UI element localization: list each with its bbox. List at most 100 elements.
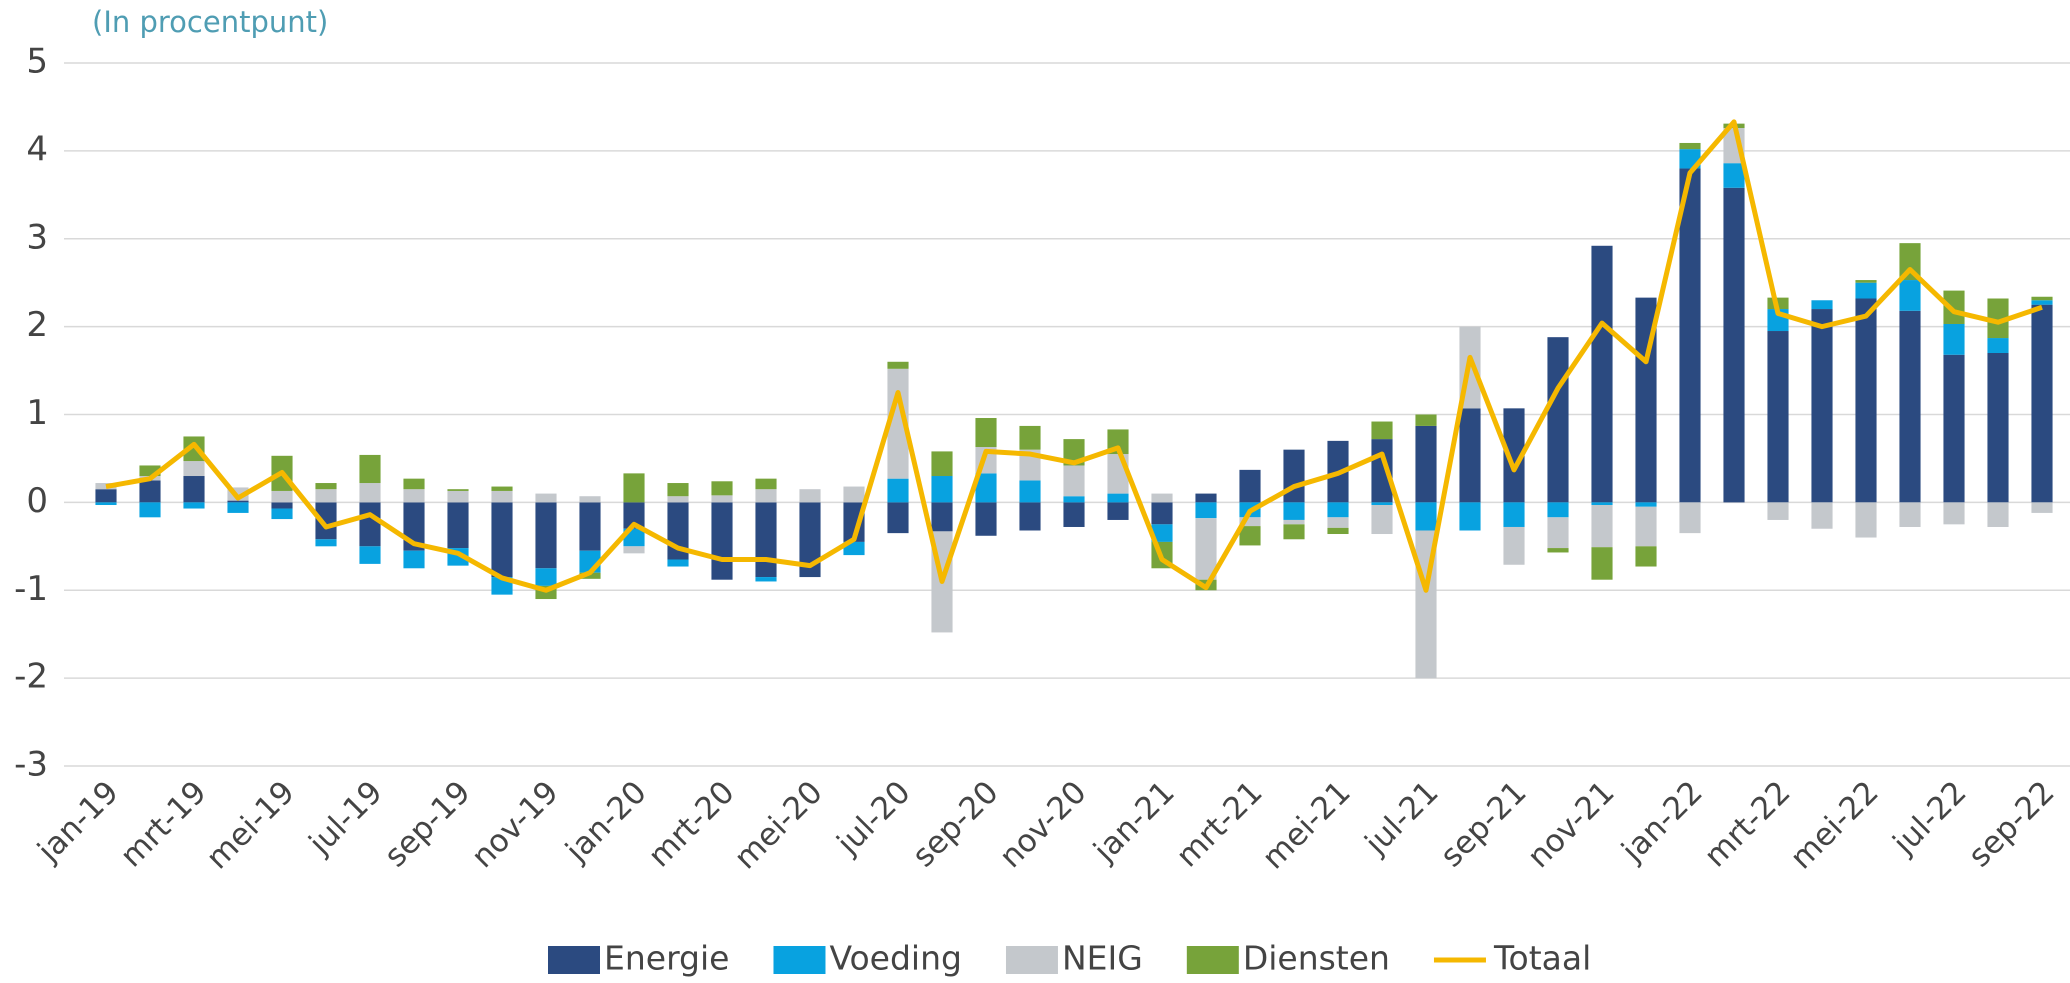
bar <box>1239 517 1261 527</box>
legend-label: Totaal <box>1493 939 1591 978</box>
bar <box>1723 163 1745 188</box>
bar <box>579 502 601 551</box>
bar <box>887 502 909 534</box>
x-tick-label: jan-19 <box>30 774 125 869</box>
bar <box>1239 469 1261 503</box>
bar <box>1107 493 1129 503</box>
bar <box>1899 280 1921 311</box>
x-tick-label: nov-20 <box>993 774 1094 875</box>
bar <box>95 502 117 506</box>
bar <box>491 502 513 578</box>
bar <box>579 572 601 579</box>
bar <box>2031 502 2053 513</box>
bar <box>1987 502 2009 527</box>
x-tick-label: mei-21 <box>1255 774 1357 876</box>
bar <box>1239 526 1261 546</box>
bar <box>1063 465 1085 497</box>
bar <box>447 489 469 491</box>
bar <box>1063 502 1085 527</box>
bar <box>1855 502 1877 538</box>
bar <box>1855 282 1877 299</box>
bar <box>1107 502 1129 520</box>
bar <box>1635 546 1657 567</box>
y-tick-label: -3 <box>14 745 48 785</box>
bar <box>1987 352 2009 503</box>
legend-label: Voeding <box>829 939 961 978</box>
bar <box>711 502 733 580</box>
bar <box>887 478 909 503</box>
x-tick-label: mei-20 <box>727 774 829 876</box>
bar <box>667 483 689 497</box>
bar <box>271 490 293 503</box>
bar <box>1151 502 1173 525</box>
bar <box>843 502 865 542</box>
bar <box>1459 502 1481 531</box>
bar <box>403 489 425 503</box>
bar <box>447 490 469 503</box>
x-tick-label: jan-21 <box>1086 774 1181 869</box>
x-tick-label: mrt-19 <box>113 774 213 874</box>
bar <box>1855 298 1877 503</box>
x-tick-label: nov-21 <box>1521 774 1622 875</box>
x-tick-label: sep-20 <box>906 774 1006 874</box>
bar <box>1283 449 1305 503</box>
y-tick-label: 3 <box>26 217 48 257</box>
bar <box>623 473 645 503</box>
bar <box>1547 548 1569 553</box>
bar <box>1415 425 1437 503</box>
bar <box>139 480 161 503</box>
bar <box>1195 518 1217 580</box>
bar <box>1547 502 1569 518</box>
bar <box>579 496 601 503</box>
bar <box>2031 296 2053 301</box>
bar <box>139 502 161 518</box>
bar <box>1063 496 1085 503</box>
bar <box>1591 245 1613 503</box>
bar <box>227 502 249 513</box>
bar <box>359 483 381 503</box>
x-tick-label: sep-19 <box>378 774 478 874</box>
bar <box>931 476 953 503</box>
bar <box>2031 300 2053 305</box>
bar <box>1503 408 1525 503</box>
bar <box>711 481 733 496</box>
bar <box>315 483 337 490</box>
bar <box>1591 547 1613 580</box>
bar <box>975 473 997 503</box>
x-tick-label: jan-22 <box>1614 774 1709 869</box>
bar <box>1679 142 1701 150</box>
x-tick-label: nov-19 <box>465 774 566 875</box>
x-tick-label: sep-22 <box>1962 774 2062 874</box>
bar <box>799 489 821 503</box>
bar <box>1811 502 1833 529</box>
bar <box>315 539 337 547</box>
x-tick-label: jan-20 <box>558 774 653 869</box>
bar <box>1371 421 1393 440</box>
bar <box>1327 517 1349 528</box>
chart-subtitle: (In procentpunt) <box>92 5 328 39</box>
bar <box>755 502 777 578</box>
bar <box>1195 502 1217 519</box>
bar <box>1019 480 1041 503</box>
bar <box>623 546 645 554</box>
x-tick-label: sep-21 <box>1434 774 1534 874</box>
y-tick-label: 5 <box>26 42 48 82</box>
bar <box>2031 304 2053 503</box>
bar <box>271 502 293 509</box>
bar <box>1591 502 1613 506</box>
bar <box>227 500 249 503</box>
bar <box>1899 502 1921 527</box>
bar <box>1767 331 1789 503</box>
legend-swatch <box>1005 946 1058 974</box>
bar <box>1547 517 1569 549</box>
bar <box>1019 502 1041 531</box>
bar <box>1987 338 2009 353</box>
bar <box>1327 527 1349 535</box>
x-tick-label: mei-19 <box>199 774 301 876</box>
bar <box>1811 300 1833 310</box>
bar <box>183 461 205 477</box>
y-tick-label: 2 <box>26 305 48 345</box>
bar <box>1943 502 1965 525</box>
